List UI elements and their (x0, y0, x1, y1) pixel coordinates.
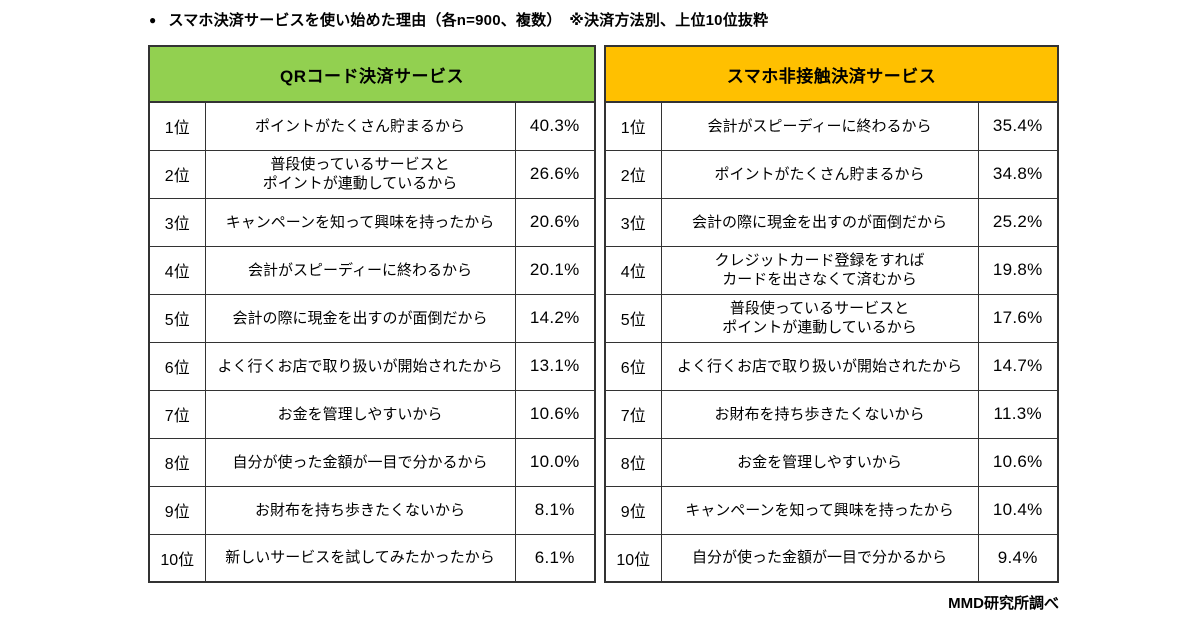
reason-cell: キャンペーンを知って興味を持ったから (204, 197, 516, 247)
reason-cell: キャンペーンを知って興味を持ったから (660, 485, 979, 535)
reason-cell: 普段使っているサービスと ポイントが連動しているから (660, 293, 979, 343)
table-row: 9位 お財布を持ち歩きたくないから 8.1% (148, 485, 596, 535)
table-row: 6位 よく行くお店で取り扱いが開始されたから 14.7% (604, 341, 1059, 391)
table-row: 10位 自分が使った金額が一目で分かるから 9.4% (604, 533, 1059, 583)
percent-cell: 10.0% (514, 437, 596, 487)
percent-cell: 9.4% (977, 533, 1059, 583)
rank-cell: 7位 (148, 389, 206, 439)
rank-cell: 3位 (604, 197, 662, 247)
percent-cell: 20.6% (514, 197, 596, 247)
percent-cell: 14.2% (514, 293, 596, 343)
percent-cell: 34.8% (977, 149, 1059, 199)
percent-cell: 10.6% (514, 389, 596, 439)
reason-cell: 新しいサービスを試してみたかったから (204, 533, 516, 583)
table-row: 3位 会計の際に現金を出すのが面倒だから 25.2% (604, 197, 1059, 247)
rank-cell: 7位 (604, 389, 662, 439)
table-row: 1位 会計がスピーディーに終わるから 35.4% (604, 101, 1059, 151)
page-title-text: スマホ決済サービスを使い始めた理由（各n=900、複数） ※決済方法別、上位10… (168, 12, 769, 29)
source-note: MMD研究所調べ (948, 595, 1059, 612)
reason-cell: ポイントがたくさん貯まるから (660, 149, 979, 199)
rank-cell: 9位 (148, 485, 206, 535)
rank-cell: 2位 (148, 149, 206, 199)
percent-cell: 8.1% (514, 485, 596, 535)
percent-cell: 20.1% (514, 245, 596, 295)
table-row: 2位 ポイントがたくさん貯まるから 34.8% (604, 149, 1059, 199)
table-row: 3位 キャンペーンを知って興味を持ったから 20.6% (148, 197, 596, 247)
reason-cell: お財布を持ち歩きたくないから (204, 485, 516, 535)
table-row: 2位 普段使っているサービスと ポイントが連動しているから 26.6% (148, 149, 596, 199)
reason-cell: 自分が使った金額が一目で分かるから (660, 533, 979, 583)
table-row: 4位 会計がスピーディーに終わるから 20.1% (148, 245, 596, 295)
reason-cell: クレジットカード登録をすれば カードを出さなくて済むから (660, 245, 979, 295)
bullet-icon: ● (149, 12, 157, 27)
tables-container: QRコード決済サービス 1位 ポイントがたくさん貯まるから 40.3% 2位 普段使って… (148, 45, 1059, 583)
percent-cell: 35.4% (977, 101, 1059, 151)
rank-cell: 10位 (148, 533, 206, 583)
percent-cell: 10.4% (977, 485, 1059, 535)
reason-cell: 普段使っているサービスと ポイントが連動しているから (204, 149, 516, 199)
rank-cell: 4位 (604, 245, 662, 295)
rank-cell: 9位 (604, 485, 662, 535)
table-row: 10位 新しいサービスを試してみたかったから 6.1% (148, 533, 596, 583)
percent-cell: 10.6% (977, 437, 1059, 487)
reason-cell: 会計がスピーディーに終わるから (204, 245, 516, 295)
percent-cell: 25.2% (977, 197, 1059, 247)
reason-cell: よく行くお店で取り扱いが開始されたから (204, 341, 516, 391)
qr-table-body: 1位 ポイントがたくさん貯まるから 40.3% 2位 普段使っているサービスと ポイントが… (148, 101, 596, 583)
table-row: 9位 キャンペーンを知って興味を持ったから 10.4% (604, 485, 1059, 535)
percent-cell: 26.6% (514, 149, 596, 199)
table-row: 1位 ポイントがたくさん貯まるから 40.3% (148, 101, 596, 151)
rank-cell: 6位 (148, 341, 206, 391)
reason-cell: 会計の際に現金を出すのが面倒だから (660, 197, 979, 247)
reason-cell: お金を管理しやすいから (660, 437, 979, 487)
table-row: 6位 よく行くお店で取り扱いが開始されたから 13.1% (148, 341, 596, 391)
rank-cell: 1位 (604, 101, 662, 151)
percent-cell: 40.3% (514, 101, 596, 151)
table-row: 5位 普段使っているサービスと ポイントが連動しているから 17.6% (604, 293, 1059, 343)
rank-cell: 4位 (148, 245, 206, 295)
percent-cell: 19.8% (977, 245, 1059, 295)
percent-cell: 6.1% (514, 533, 596, 583)
percent-cell: 11.3% (977, 389, 1059, 439)
rank-cell: 6位 (604, 341, 662, 391)
rank-cell: 1位 (148, 101, 206, 151)
percent-cell: 14.7% (977, 341, 1059, 391)
rank-cell: 5位 (604, 293, 662, 343)
contactless-table-body: 1位 会計がスピーディーに終わるから 35.4% 2位 ポイントがたくさん貯まるから 34… (604, 101, 1059, 583)
contactless-table-header-row: スマホ非接触決済サービス (604, 45, 1059, 103)
qr-table-header: QRコード決済サービス (148, 45, 596, 103)
rank-cell: 2位 (604, 149, 662, 199)
table-row: 7位 お財布を持ち歩きたくないから 11.3% (604, 389, 1059, 439)
reason-cell: よく行くお店で取り扱いが開始されたから (660, 341, 979, 391)
table-row: 5位 会計の際に現金を出すのが面倒だから 14.2% (148, 293, 596, 343)
table-row: 8位 自分が使った金額が一目で分かるから 10.0% (148, 437, 596, 487)
qr-payment-table: QRコード決済サービス 1位 ポイントがたくさん貯まるから 40.3% 2位 普段使って… (148, 45, 596, 583)
contactless-payment-table: スマホ非接触決済サービス 1位 会計がスピーディーに終わるから 35.4% 2位 ポイン… (604, 45, 1059, 583)
table-row: 7位 お金を管理しやすいから 10.6% (148, 389, 596, 439)
qr-table-header-row: QRコード決済サービス (148, 45, 596, 103)
rank-cell: 10位 (604, 533, 662, 583)
contactless-table-header: スマホ非接触決済サービス (604, 45, 1059, 103)
reason-cell: ポイントがたくさん貯まるから (204, 101, 516, 151)
percent-cell: 17.6% (977, 293, 1059, 343)
page-title: ● スマホ決済サービスを使い始めた理由（各n=900、複数） ※決済方法別、上位… (149, 9, 768, 30)
table-row: 4位 クレジットカード登録をすれば カードを出さなくて済むから 19.8% (604, 245, 1059, 295)
rank-cell: 8位 (604, 437, 662, 487)
reason-cell: 自分が使った金額が一目で分かるから (204, 437, 516, 487)
reason-cell: 会計の際に現金を出すのが面倒だから (204, 293, 516, 343)
rank-cell: 8位 (148, 437, 206, 487)
reason-cell: お金を管理しやすいから (204, 389, 516, 439)
rank-cell: 5位 (148, 293, 206, 343)
rank-cell: 3位 (148, 197, 206, 247)
reason-cell: お財布を持ち歩きたくないから (660, 389, 979, 439)
reason-cell: 会計がスピーディーに終わるから (660, 101, 979, 151)
percent-cell: 13.1% (514, 341, 596, 391)
table-row: 8位 お金を管理しやすいから 10.6% (604, 437, 1059, 487)
